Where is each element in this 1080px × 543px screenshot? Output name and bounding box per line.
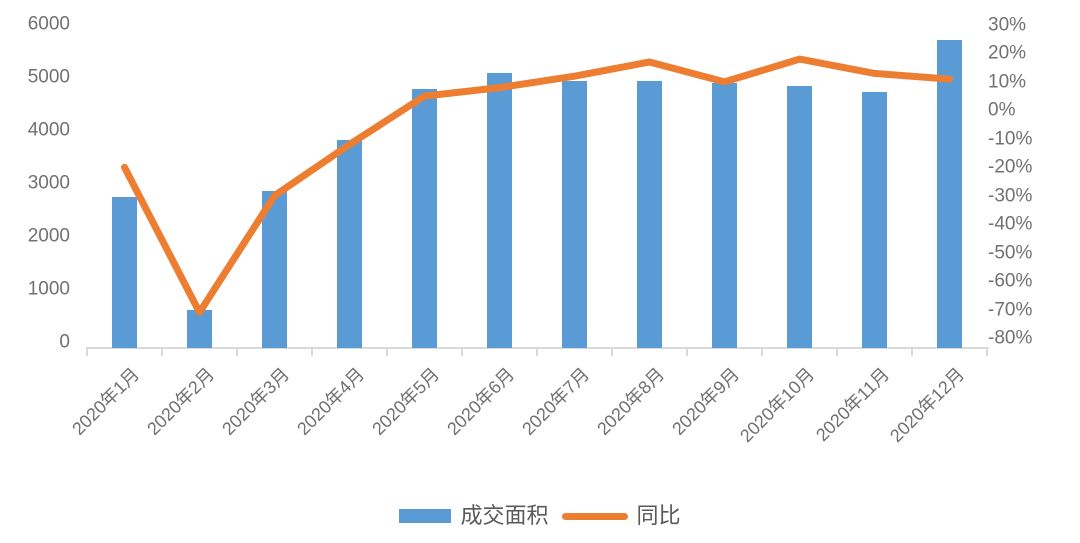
left-axis-tick-label: 1000 [27,278,70,300]
x-axis-tick [161,347,163,356]
bars-layer [87,24,987,348]
left-axis-tick-label: 4000 [27,119,70,141]
bar-2020年8月 [637,80,662,348]
x-axis-tick [611,347,613,356]
right-axis-tick-label: 20% [988,42,1027,64]
left-axis-tick-label: 6000 [27,13,70,35]
right-axis-tick-label: -30% [988,185,1033,207]
bar-2020年12月 [937,40,962,348]
x-axis-tick [236,347,238,356]
bar-2020年10月 [787,86,812,348]
left-axis-tick-label: 5000 [27,66,70,88]
right-axis-tick-label: -60% [988,270,1033,292]
right-axis-tick-label: -80% [988,327,1033,349]
x-axis-tick [836,347,838,356]
right-axis-tick-label: -70% [988,299,1033,321]
legend: 成交面积 同比 [0,503,1080,529]
right-axis-tick-label: 30% [988,14,1027,36]
x-axis-line [87,347,989,349]
bar-2020年7月 [562,80,587,348]
right-axis-tick-label: 0% [988,99,1016,121]
bar-2020年5月 [412,88,437,348]
bar-2020年1月 [112,196,137,348]
x-axis-tick [311,347,313,356]
left-axis-tick-label: 3000 [27,172,70,194]
left-axis-tick-label: 0 [59,331,70,353]
x-axis-tick [86,347,88,356]
bar-2020年2月 [187,310,212,348]
bar-2020年3月 [262,191,287,348]
bar-series-label: 成交面积 [460,503,549,528]
right-axis-tick-label: 10% [988,71,1027,93]
right-axis-tick-label: -40% [988,213,1033,235]
x-axis-tick [536,347,538,356]
bar-2020年4月 [337,140,362,348]
line-series-swatch [561,512,628,520]
line-series-label: 同比 [636,503,681,528]
right-axis-tick-label: -10% [988,128,1033,150]
x-axis-tick [911,347,913,356]
bar-2020年6月 [487,72,512,348]
right-axis-tick-label: -50% [988,242,1033,264]
x-axis-tick [461,347,463,356]
right-axis-tick-label: -20% [988,156,1033,178]
x-axis-tick [686,347,688,356]
x-axis-tick [986,347,988,356]
bar-2020年11月 [862,91,887,348]
x-axis-tick [386,347,388,356]
bar-2020年9月 [712,83,737,348]
left-axis-tick-label: 2000 [27,225,70,247]
bar-series-swatch [399,509,452,523]
x-axis-tick [761,347,763,356]
